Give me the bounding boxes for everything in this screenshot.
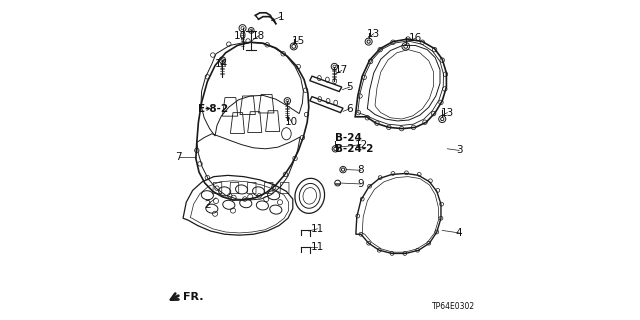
Text: 5: 5 — [346, 82, 353, 92]
Text: 13: 13 — [367, 28, 380, 39]
Text: 3: 3 — [456, 145, 463, 156]
Text: 7: 7 — [175, 152, 182, 162]
Text: 12: 12 — [355, 140, 367, 150]
Text: 11: 11 — [311, 242, 324, 252]
Text: E-8-2: E-8-2 — [198, 104, 228, 115]
Text: 1: 1 — [278, 12, 284, 22]
Text: 11: 11 — [311, 224, 324, 234]
Text: FR.: FR. — [183, 292, 204, 302]
Text: 2: 2 — [204, 200, 211, 210]
Text: 9: 9 — [358, 179, 364, 189]
Text: 6: 6 — [346, 104, 353, 114]
Text: 10: 10 — [285, 117, 298, 127]
Text: 17: 17 — [335, 65, 348, 76]
Text: 18: 18 — [252, 31, 265, 41]
Text: 13: 13 — [441, 108, 454, 118]
Text: 8: 8 — [358, 165, 364, 175]
Text: TP64E0302: TP64E0302 — [432, 302, 475, 311]
Text: 14: 14 — [215, 59, 228, 69]
Text: 15: 15 — [292, 36, 305, 46]
Text: B-24-2: B-24-2 — [335, 144, 374, 154]
Text: 16: 16 — [409, 33, 422, 44]
Text: 4: 4 — [456, 228, 463, 238]
Text: B-24: B-24 — [335, 133, 362, 143]
Text: 10: 10 — [234, 31, 247, 41]
